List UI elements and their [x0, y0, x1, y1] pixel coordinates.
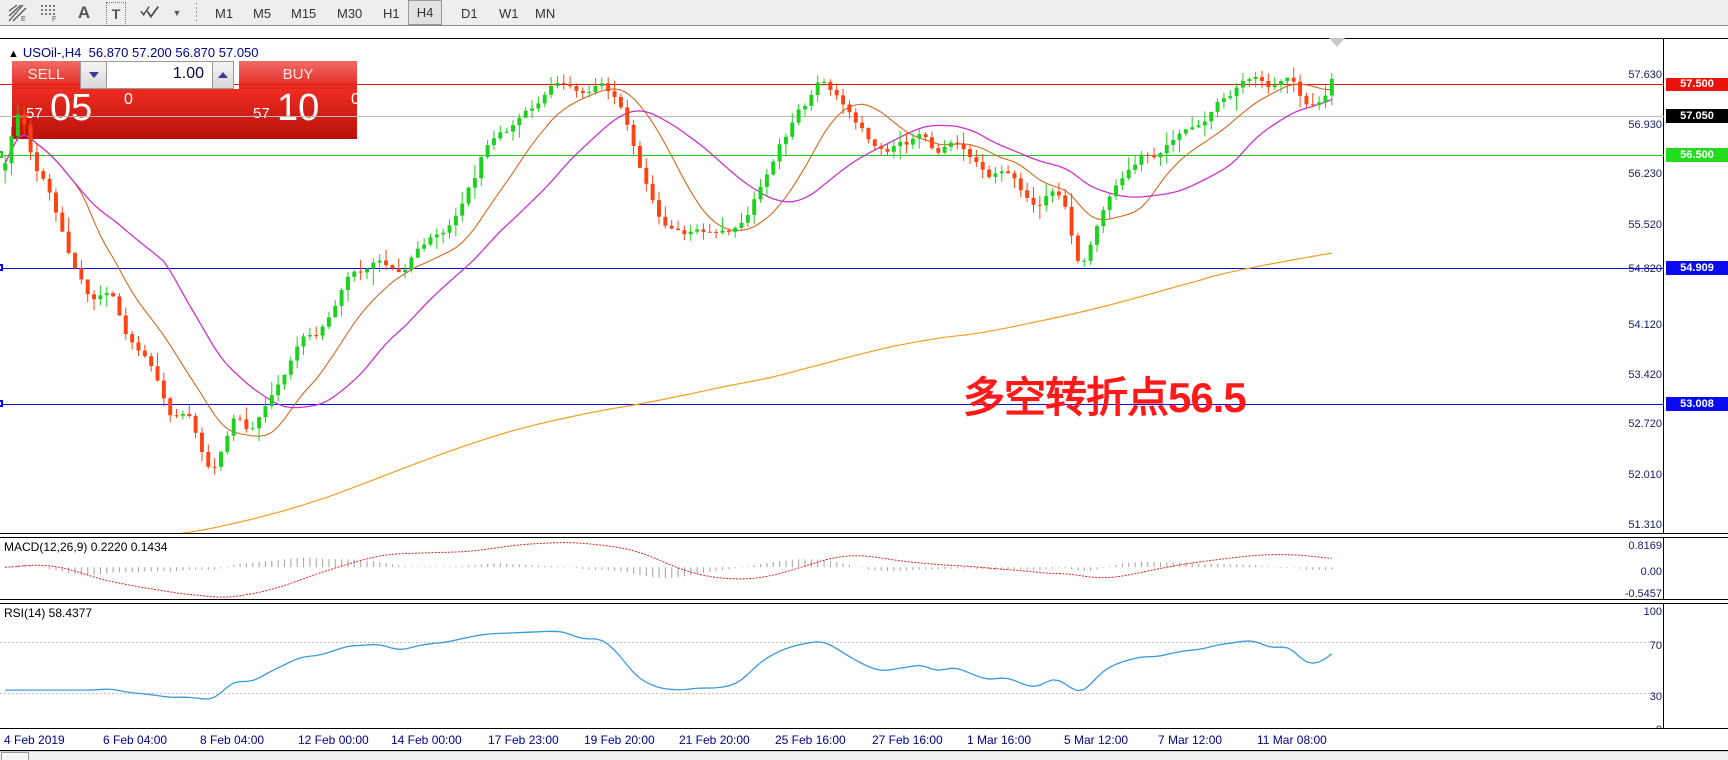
- svg-text:F: F: [52, 16, 56, 21]
- svg-text:E: E: [21, 16, 26, 22]
